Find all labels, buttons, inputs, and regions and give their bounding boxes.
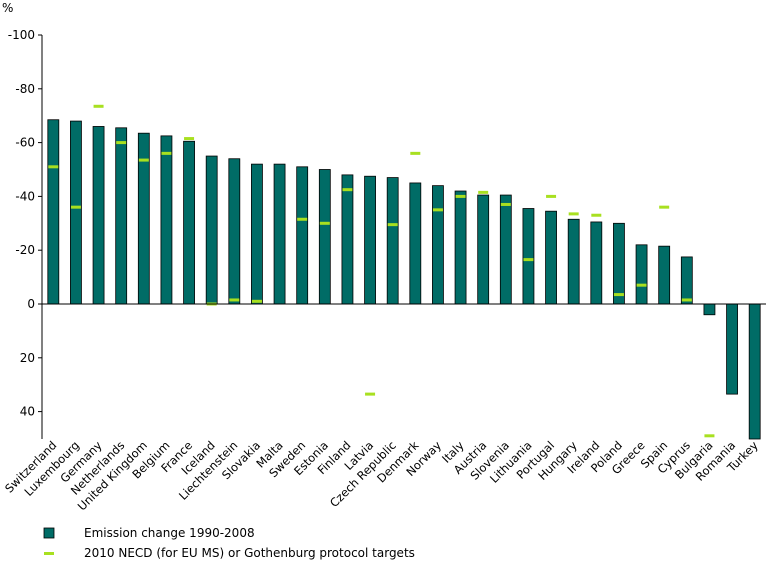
target-marker-united-kingdom	[138, 158, 149, 162]
target-marker-liechtenstein	[229, 298, 240, 302]
x-axis-category-labels: SwitzerlandLuxembourgGermanyNetherlandsU…	[2, 438, 761, 513]
bar-bulgaria	[703, 303, 716, 316]
target-marker-france	[184, 137, 195, 141]
bar-estonia	[318, 169, 331, 305]
target-marker-austria	[478, 190, 489, 194]
target-marker-bulgaria	[704, 434, 715, 438]
bar-slovakia	[251, 163, 263, 305]
bar-luxembourg	[70, 120, 82, 305]
target-marker-finland	[342, 188, 353, 192]
legend-label-target: 2010 NECD (for EU MS) or Gothenburg prot…	[84, 546, 415, 560]
bar-austria	[477, 194, 490, 305]
target-marker-italy	[455, 194, 466, 198]
target-marker-estonia	[319, 221, 330, 225]
y-tick-label: -80	[15, 82, 35, 96]
y-tick-label: 40	[20, 405, 35, 419]
target-marker-slovakia	[251, 299, 262, 303]
legend: Emission change 1990-2008 2010 NECD (for…	[43, 526, 415, 560]
bar-italy	[454, 190, 467, 305]
target-marker-germany	[93, 104, 104, 108]
bar-norway	[432, 185, 444, 305]
bar-spain	[658, 245, 671, 305]
bar-greece	[635, 244, 648, 305]
target-marker-poland	[613, 293, 624, 297]
y-tick-label: -20	[15, 243, 35, 257]
legend-swatch-target	[44, 552, 54, 555]
target-marker-portugal	[546, 194, 557, 198]
bar-poland	[613, 222, 625, 305]
target-marker-sweden	[297, 217, 308, 221]
target-marker-spain	[659, 205, 670, 209]
target-marker-switzerland	[48, 165, 59, 169]
bar-netherlands	[115, 127, 128, 305]
target-marker-netherlands	[116, 141, 127, 145]
bar-latvia	[364, 175, 376, 305]
target-marker-lithuania	[523, 258, 534, 262]
y-tick-label: -40	[15, 189, 35, 203]
target-marker-slovenia	[500, 202, 511, 206]
target-markers-group	[48, 104, 715, 438]
bar-romania	[726, 303, 738, 395]
bar-sweden	[296, 166, 309, 305]
target-marker-hungary	[568, 212, 579, 216]
bar-finland	[341, 174, 354, 305]
bar-belgium	[160, 135, 173, 305]
legend-label-emission: Emission change 1990-2008	[84, 526, 255, 540]
bar-hungary	[567, 218, 580, 305]
bar-denmark	[409, 182, 422, 305]
bar-portugal	[545, 210, 557, 305]
y-tick-label: -60	[15, 136, 35, 150]
target-marker-luxembourg	[70, 205, 81, 209]
y-tick-label: -100	[8, 28, 35, 42]
target-marker-czech-republic	[387, 223, 398, 227]
bar-slovenia	[499, 194, 512, 305]
y-axis-ticks: -100 -80 -60 -40 -20 0 20 40	[8, 28, 42, 419]
bar-switzerland	[47, 119, 60, 305]
target-marker-denmark	[410, 151, 421, 155]
y-tick-label: 0	[27, 297, 35, 311]
target-marker-cyprus	[681, 298, 692, 302]
bar-iceland	[205, 155, 218, 305]
legend-swatch-emission	[43, 527, 55, 539]
target-marker-norway	[432, 208, 443, 212]
bar-czech-republic	[386, 177, 399, 305]
target-marker-latvia	[365, 392, 376, 396]
bar-ireland	[590, 221, 603, 305]
target-marker-ireland	[591, 213, 602, 217]
bar-lithuania	[522, 208, 535, 305]
y-unit-label: %	[2, 1, 13, 15]
target-marker-belgium	[161, 151, 172, 155]
bar-malta	[273, 163, 286, 305]
bar-france	[183, 140, 195, 305]
bar-cyprus	[680, 256, 693, 305]
target-marker-greece	[636, 283, 647, 287]
bar-liechtenstein	[228, 158, 241, 305]
bar-turkey	[748, 303, 761, 440]
bar-germany	[92, 126, 105, 305]
bars-group	[47, 119, 761, 440]
y-tick-label: 20	[20, 351, 35, 365]
